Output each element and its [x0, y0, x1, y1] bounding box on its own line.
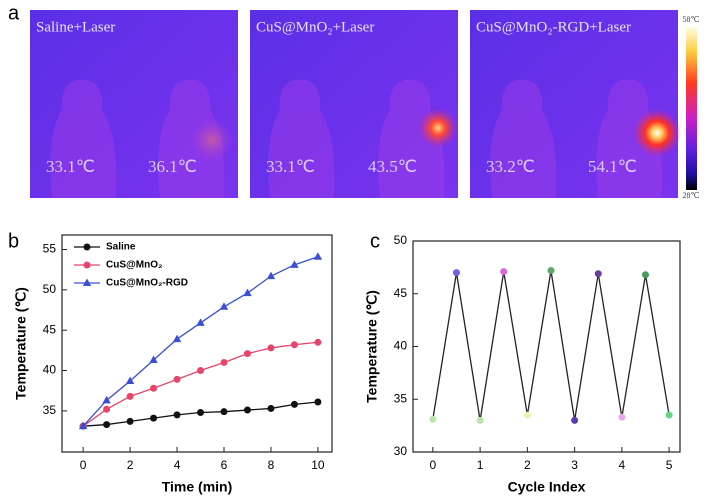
marker — [523, 411, 531, 419]
panel-label: a — [8, 2, 20, 24]
image-title: CuS@MnO₂-RGD+Laser — [476, 19, 631, 35]
legend-label: CuS@MnO₂-RGD — [106, 278, 188, 289]
marker — [314, 398, 322, 406]
image-temperature: 43.5℃ — [368, 157, 417, 176]
x-tick-label: 4 — [174, 458, 181, 472]
plot-frame — [61, 234, 333, 453]
marker — [126, 417, 134, 425]
y-axis-label: Temperature (℃) — [364, 290, 380, 403]
y-tick-label: 50 — [43, 282, 57, 296]
marker — [173, 411, 181, 419]
marker — [243, 350, 251, 358]
marker — [172, 334, 182, 343]
marker — [452, 269, 460, 277]
x-axis-label: Time (min) — [162, 479, 233, 495]
marker — [102, 395, 111, 404]
x-tick-label: 4 — [619, 458, 626, 472]
image-temperature: 33.1℃ — [46, 157, 95, 176]
panel-label: b — [8, 230, 19, 252]
y-axis-label: Temperature (℃) — [13, 287, 29, 400]
marker — [196, 318, 205, 326]
colorbar-label: 58℃ — [683, 15, 700, 24]
marker — [665, 411, 673, 419]
marker — [500, 268, 508, 276]
y-tick-label: 45 — [394, 286, 408, 300]
thermal-image: Saline+Laser 33.1℃ 36.1℃ — [30, 10, 238, 198]
marker — [103, 421, 111, 429]
x-tick-label: 8 — [268, 458, 275, 472]
marker — [219, 302, 229, 310]
colorbar — [686, 26, 697, 190]
x-tick-label: 0 — [430, 458, 437, 472]
marker — [547, 267, 555, 275]
marker — [197, 408, 205, 416]
marker — [290, 260, 299, 268]
legend-marker — [83, 243, 91, 251]
image-title: Saline+Laser — [36, 19, 115, 35]
y-tick-label: 40 — [394, 339, 408, 353]
marker — [149, 355, 158, 364]
x-tick-label: 6 — [221, 458, 228, 472]
colorbar-label: 28℃ — [683, 191, 700, 200]
marker — [220, 358, 228, 366]
image-temperature: 36.1℃ — [148, 157, 197, 176]
x-tick-label: 10 — [311, 458, 325, 472]
marker — [197, 367, 205, 375]
marker — [103, 405, 111, 413]
marker — [243, 288, 252, 297]
y-tick-label: 30 — [394, 444, 408, 458]
y-tick-label: 35 — [43, 403, 57, 417]
x-tick-label: 5 — [666, 458, 673, 472]
x-tick-label: 0 — [80, 458, 87, 472]
marker — [267, 344, 275, 352]
panel-label: c — [370, 230, 380, 252]
marker — [642, 271, 650, 279]
marker — [150, 384, 158, 392]
marker — [266, 271, 276, 280]
marker — [173, 375, 181, 383]
marker — [150, 414, 158, 422]
marker — [267, 404, 275, 412]
y-tick-label: 55 — [43, 242, 57, 256]
image-temperature: 54.1℃ — [588, 157, 637, 176]
marker — [313, 252, 323, 260]
marker — [476, 416, 484, 424]
x-axis-label: Cycle Index — [508, 479, 586, 495]
marker — [220, 408, 228, 416]
marker — [78, 421, 88, 430]
x-tick-label: 3 — [571, 458, 578, 472]
thermal-image: CuS@MnO₂+Laser 33.1℃ 43.5℃ — [250, 10, 458, 198]
y-tick-label: 40 — [43, 363, 57, 377]
x-tick-label: 1 — [477, 458, 484, 472]
marker — [290, 341, 298, 349]
image-title: CuS@MnO₂+Laser — [256, 19, 374, 35]
image-temperature: 33.1℃ — [266, 157, 315, 176]
x-tick-label: 2 — [524, 458, 531, 472]
image-temperature: 33.2℃ — [486, 157, 535, 176]
series-line — [432, 270, 670, 421]
marker — [314, 338, 322, 346]
marker — [594, 270, 602, 278]
legend-label: Saline — [106, 242, 136, 253]
thermal-image: CuS@MnO₂-RGD+Laser 33.2℃ 54.1℃ — [470, 10, 681, 198]
marker — [126, 392, 134, 400]
marker — [290, 400, 298, 408]
marker — [571, 416, 579, 424]
y-tick-label: 45 — [43, 322, 57, 336]
marker — [618, 413, 626, 421]
marker — [243, 406, 251, 414]
legend-marker — [82, 278, 92, 286]
marker — [429, 415, 437, 423]
x-tick-label: 2 — [127, 458, 134, 472]
y-tick-label: 50 — [394, 233, 408, 247]
legend-marker — [83, 261, 91, 269]
y-tick-label: 35 — [394, 391, 408, 405]
marker — [125, 376, 135, 385]
legend-label: CuS@MnO₂ — [106, 260, 162, 271]
